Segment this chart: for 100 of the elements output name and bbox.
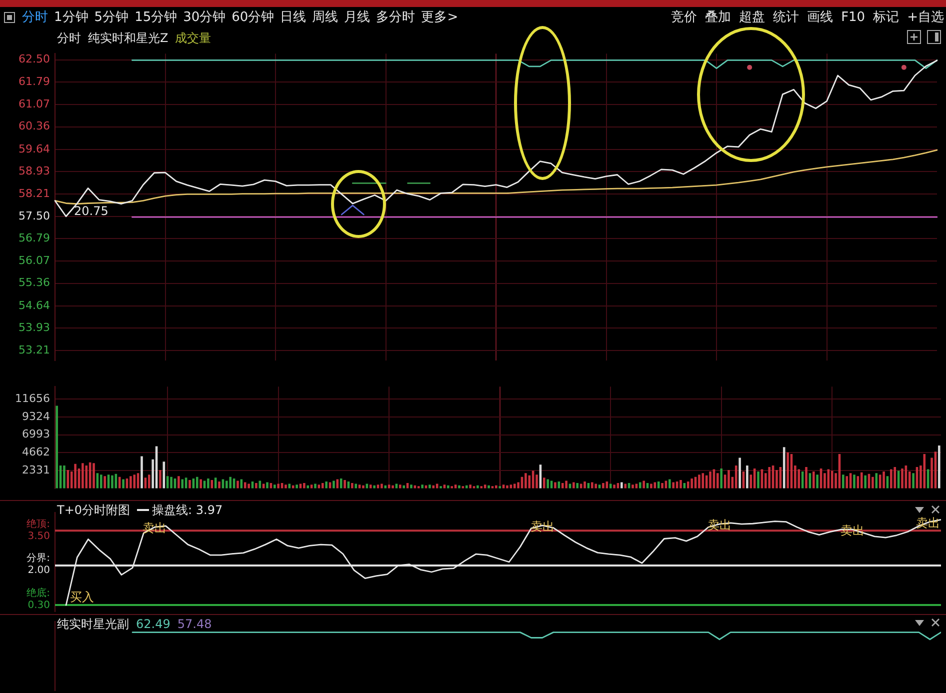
bar <box>56 406 58 488</box>
y-tick-label: 6993 <box>22 428 50 441</box>
bar <box>594 484 597 488</box>
chart-title: 成交量 <box>175 31 212 45</box>
y-tick-label: 62.50 <box>18 52 50 66</box>
text: 30分钟 <box>183 9 226 27</box>
bar <box>196 476 198 488</box>
bar <box>853 474 856 488</box>
text: 15分钟 <box>134 9 178 27</box>
bar <box>258 480 262 488</box>
bar <box>686 482 690 488</box>
bar <box>322 483 324 488</box>
bar <box>912 473 914 488</box>
bar <box>680 480 682 488</box>
bar <box>882 472 885 488</box>
bar <box>798 469 800 488</box>
bar <box>399 484 402 488</box>
bar <box>632 484 634 488</box>
text: F10 <box>841 9 866 27</box>
y-tick-label: 58.93 <box>18 164 50 178</box>
bar <box>380 484 383 488</box>
bar <box>650 484 652 488</box>
bar <box>672 482 674 488</box>
bar <box>746 465 748 488</box>
bar <box>63 465 66 488</box>
bar <box>576 483 579 488</box>
y-tick-label: 61.79 <box>18 74 50 88</box>
bar <box>325 482 328 488</box>
text: 超盘 <box>739 9 766 27</box>
bar <box>170 476 172 488</box>
text: 叠加 <box>705 9 732 27</box>
bar <box>188 480 191 488</box>
text: 月线 <box>344 9 370 27</box>
bar <box>266 482 268 488</box>
bar <box>642 480 645 488</box>
text: 分时 <box>22 9 48 27</box>
y-tick-label: 56.07 <box>18 254 50 268</box>
bar <box>620 482 623 488</box>
bar <box>100 474 102 488</box>
y-tick-label: 54.64 <box>18 298 50 312</box>
bar <box>104 476 106 488</box>
bar <box>690 478 693 488</box>
bar <box>846 476 848 488</box>
bar <box>572 482 575 488</box>
bar <box>584 482 586 488</box>
text: 周线 <box>312 9 338 27</box>
text: 57.48 <box>177 617 212 631</box>
bar <box>590 482 594 488</box>
bar <box>536 474 538 488</box>
text: 62.49 <box>136 617 170 631</box>
bar <box>720 468 722 488</box>
bar <box>894 466 896 488</box>
bar <box>303 483 306 488</box>
bar <box>738 458 741 488</box>
bar <box>178 476 180 488</box>
chart-title: 分时 <box>57 31 81 45</box>
bar <box>85 465 88 488</box>
bar <box>668 479 671 488</box>
bar <box>255 483 258 488</box>
bar <box>354 484 358 488</box>
bar <box>277 484 280 488</box>
text: +自选 <box>907 9 944 27</box>
text: 1分钟 <box>54 9 88 27</box>
text: 标记 <box>873 9 900 27</box>
bar <box>344 480 346 488</box>
bar <box>864 475 866 488</box>
bar <box>469 484 472 488</box>
bar <box>148 474 150 488</box>
bar <box>159 470 162 488</box>
bar <box>274 484 276 488</box>
bar <box>244 482 246 488</box>
bar <box>709 472 712 488</box>
y-tick-label: 58.21 <box>18 187 50 200</box>
text: 更多> <box>421 9 458 27</box>
y-tick-label: 53.21 <box>18 344 50 357</box>
y-tick-label: 55.36 <box>18 276 50 290</box>
bar <box>207 478 210 488</box>
bar <box>111 475 114 488</box>
bar <box>890 469 892 488</box>
bar <box>543 478 546 488</box>
bar <box>140 456 143 488</box>
bar <box>768 466 770 488</box>
text: 画线 <box>807 9 834 27</box>
bar <box>786 452 789 488</box>
bar <box>428 484 431 488</box>
bar <box>638 482 642 488</box>
y-tick-label: 60.36 <box>18 120 50 133</box>
bar <box>602 483 604 488</box>
y-tick-label: 56.79 <box>18 231 50 244</box>
text: 日线 <box>280 9 306 27</box>
bar <box>314 484 316 488</box>
chart-title: 纯实时星光副 <box>57 617 129 631</box>
bar <box>74 464 76 488</box>
bar <box>133 474 136 488</box>
bar <box>248 484 250 488</box>
bar <box>728 470 730 488</box>
bar <box>92 463 95 488</box>
bar <box>901 468 904 488</box>
bar <box>332 480 335 488</box>
bar <box>296 484 298 488</box>
